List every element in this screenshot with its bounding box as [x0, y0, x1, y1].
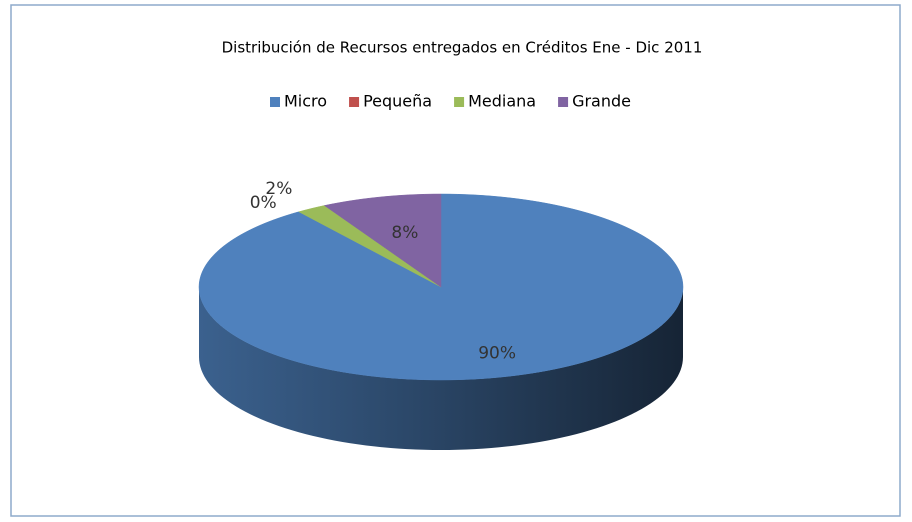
legend-swatch	[270, 97, 280, 107]
pie-slice	[323, 193, 442, 288]
data-label: 0%	[250, 193, 277, 213]
data-label: 2%	[265, 179, 292, 199]
legend-label: Mediana	[468, 92, 536, 111]
legend-swatch	[349, 97, 360, 107]
legend-label: Pequeña	[363, 92, 432, 111]
pie-side	[199, 287, 683, 450]
data-label: 8%	[391, 223, 418, 243]
legend-label: Grande	[572, 92, 631, 111]
legend-swatch	[558, 97, 569, 107]
legend-label: Micro	[284, 92, 327, 111]
legend-swatch	[454, 97, 465, 107]
chart-title: Distribución de Recursos entregados en C…	[222, 39, 703, 57]
data-label: 90%	[478, 343, 516, 363]
